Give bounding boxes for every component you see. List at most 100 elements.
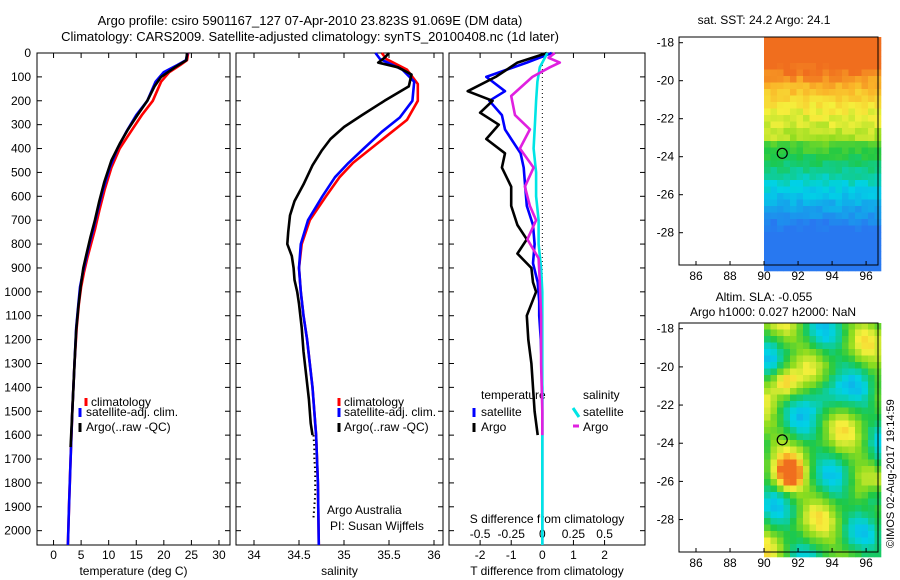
map-color-cell [783, 544, 791, 551]
map-color-cell [835, 329, 843, 337]
map-color-cell [809, 180, 817, 187]
map-color-cell [816, 498, 823, 506]
map-color-cell [861, 134, 869, 142]
x-tick-label: 5 [78, 548, 85, 562]
map-x-tick-label: 90 [757, 556, 771, 570]
map-color-cell [770, 258, 778, 265]
map-color-cell [829, 388, 836, 395]
map-y-tick-label: -18 [657, 36, 675, 50]
map-color-cell [822, 420, 830, 428]
diff-legend-s-sat-label: satellite [583, 405, 624, 419]
map-color-cell [809, 219, 817, 226]
map-color-cell [816, 446, 823, 454]
map-color-cell [861, 323, 869, 330]
map-color-cell [816, 225, 823, 233]
map-color-cell [855, 56, 862, 64]
x-tick-label: 0 [50, 548, 57, 562]
map-color-cell [796, 232, 804, 239]
map-y-tick-label: -22 [657, 398, 675, 412]
map-color-cell [842, 498, 849, 506]
map-color-cell [855, 43, 862, 51]
map-color-cell [796, 50, 804, 57]
map-color-cell [809, 505, 817, 512]
map-color-cell [783, 342, 791, 350]
map-color-cell [796, 472, 804, 480]
map-color-cell [777, 459, 784, 467]
map-color-cell [796, 206, 804, 213]
map-color-cell [868, 375, 875, 382]
map-color-cell [829, 407, 836, 415]
map-color-cell [848, 193, 856, 200]
map-color-cell [783, 407, 791, 415]
map-color-cell [790, 323, 797, 330]
map-color-cell [855, 186, 862, 194]
map-color-cell [764, 134, 771, 142]
map-color-cell [816, 147, 823, 155]
map-color-cell [822, 485, 830, 493]
map-color-cell [783, 375, 791, 382]
map-color-cell [770, 251, 778, 259]
map-color-cell [803, 349, 810, 356]
map-color-cell [861, 446, 869, 454]
map-color-cell [796, 420, 804, 428]
map-color-cell [770, 394, 778, 402]
map-color-cell [868, 505, 875, 512]
map-color-cell [777, 115, 784, 122]
map-panel-2: 86 88 90 92 94 96 -18 -20 -22 -24 -26 -28 [657, 322, 882, 570]
map-color-cell [868, 472, 875, 480]
map-color-cell [816, 69, 823, 77]
map-color-cell [855, 128, 862, 135]
map-color-cell [809, 264, 817, 272]
map-color-cell [835, 466, 843, 473]
map-color-cell [809, 141, 817, 148]
map-color-cell [829, 355, 836, 363]
map-color-cell [861, 251, 869, 259]
map-x-tick-label: 88 [723, 269, 737, 283]
map-color-cell [816, 232, 823, 239]
map-color-cell [783, 323, 791, 330]
map-color-cell [855, 167, 862, 174]
map-color-cell [796, 89, 804, 96]
map-color-cell [796, 167, 804, 174]
map-color-cell [816, 511, 823, 519]
map-x-tick-label: 88 [723, 556, 737, 570]
map-color-cell [764, 154, 771, 161]
map-frame [678, 36, 879, 266]
map-color-cell [764, 95, 771, 103]
map-color-cell [809, 173, 817, 181]
map-color-cell [848, 518, 856, 525]
map-color-cell [764, 342, 771, 350]
map-color-cell [848, 342, 856, 350]
map-color-cell [777, 108, 784, 116]
map-color-cell [764, 394, 771, 402]
map-color-cell [783, 420, 791, 428]
map-color-cell [783, 505, 791, 512]
map-color-cell [777, 518, 784, 525]
map-color-cell [783, 186, 791, 194]
map-color-cell [803, 466, 810, 473]
map-color-cell [809, 401, 817, 408]
map-color-cell [770, 407, 778, 415]
map-color-cell [803, 238, 810, 246]
map-color-cell [848, 375, 856, 382]
map-color-cell [842, 466, 849, 473]
map-color-cell [822, 50, 830, 57]
map-color-cell [842, 472, 849, 480]
map-color-cell [855, 251, 862, 259]
map-color-cell [829, 50, 836, 57]
map-color-cell [816, 459, 823, 467]
map-color-cell [868, 433, 875, 441]
map-color-cell [790, 420, 797, 428]
map-color-cell [816, 167, 823, 174]
map-color-cell [770, 108, 778, 116]
map-color-cell [809, 89, 817, 96]
map-color-cell [816, 407, 823, 415]
map-color-cell [822, 147, 830, 155]
map-color-cell [842, 420, 849, 428]
map-color-cell [855, 225, 862, 233]
map-color-cell [796, 82, 804, 90]
map-color-cell [816, 427, 823, 434]
map-color-cell [829, 433, 836, 441]
map-color-cell [790, 368, 797, 376]
map-top-title: sat. SST: 24.2 Argo: 24.1 [698, 13, 831, 27]
